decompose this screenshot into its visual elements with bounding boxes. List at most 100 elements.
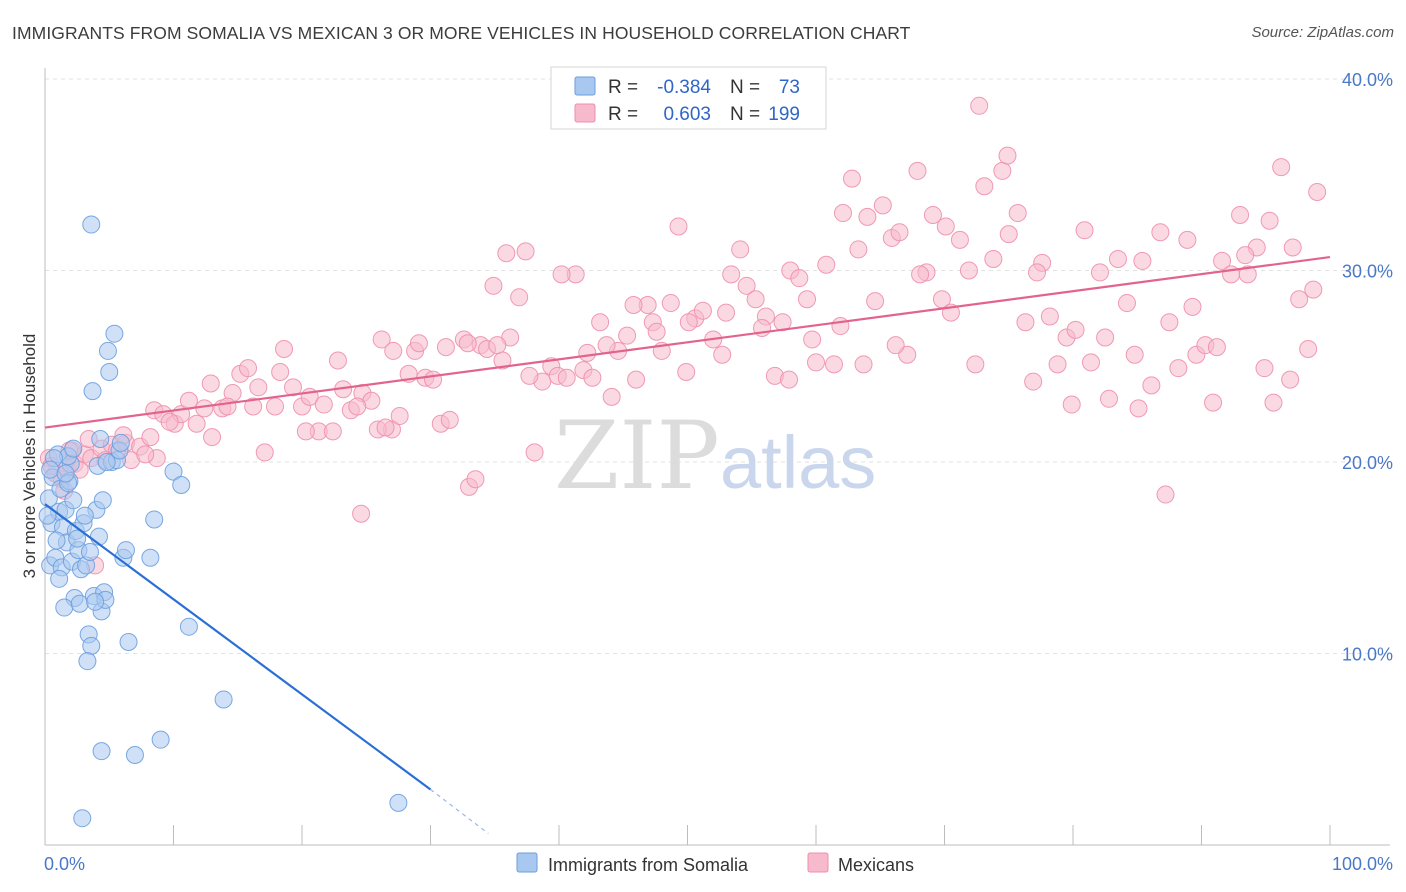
mexicans-point-193: [970, 96, 989, 115]
bottom-legend-swatch-mexicans: [807, 852, 829, 873]
bottom-legend: Immigrants from Somalia Mexicans: [516, 852, 914, 875]
y-axis-label: 3 or more Vehicles in Household: [20, 334, 39, 579]
mexicans-point-173: [409, 334, 428, 353]
mexicans-point-76: [627, 370, 646, 389]
legend-n-label-2: N =: [730, 104, 760, 125]
x-tick-max: 100.0%: [1332, 854, 1393, 874]
mexicans-point-86: [713, 345, 732, 364]
mexicans-point-175: [458, 334, 477, 353]
mexicans-point-150: [1255, 359, 1274, 378]
mexicans-point-25: [195, 399, 214, 418]
mexicans-point-191: [911, 265, 930, 284]
somalia-point-59: [389, 793, 408, 812]
somalia-point-49: [105, 324, 124, 343]
mexicans-point-26: [203, 428, 222, 447]
trend-lines: [44, 256, 1331, 834]
legend-n-value-2: 199: [768, 104, 800, 125]
mexicans-point-84: [693, 301, 712, 320]
somalia-point-32: [91, 430, 110, 449]
legend-swatch-mexicans: [574, 103, 596, 123]
mexicans-point-62: [510, 288, 529, 307]
mexicans-point-51: [424, 370, 443, 389]
mexicans-point-116: [966, 355, 985, 374]
mexicans-point-205: [1304, 280, 1323, 299]
mexicans-point-208: [497, 244, 516, 263]
mexicans-point-151: [1264, 393, 1283, 412]
mexicans-point-73: [602, 387, 621, 406]
mexicans-point-180: [597, 336, 616, 355]
mexicans-point-117: [975, 177, 994, 196]
mexicans-point-137: [1142, 376, 1161, 395]
somalia-point-50: [141, 548, 160, 567]
somalia-point-47: [83, 382, 102, 401]
mexicans-point-155: [1299, 340, 1318, 359]
legend-box: R = -0.384 N = 73 R = 0.603 N = 199: [550, 66, 827, 130]
mexicans-point-170: [348, 397, 367, 416]
somalia-point-72: [111, 433, 130, 452]
mexicans-point-207: [352, 504, 371, 523]
y-tick-labels: 10.0% 20.0% 30.0% 40.0%: [1342, 70, 1393, 665]
mexicans-point-89: [737, 276, 756, 295]
somalia-point-70: [41, 460, 60, 479]
mexicans-point-186: [780, 370, 799, 389]
mexicans-point-45: [372, 330, 391, 349]
mexicans-point-47: [390, 407, 409, 426]
mexicans-point-102: [849, 240, 868, 259]
mexicans-point-196: [1062, 395, 1081, 414]
mexicans-point-122: [1016, 313, 1035, 332]
legend-r-value-1: -0.384: [657, 77, 711, 98]
watermark-zip: ZIP: [554, 402, 720, 511]
mexicans-point-176: [488, 336, 507, 355]
mexicans-point-133: [1108, 250, 1127, 269]
somalia-point-27: [82, 636, 101, 655]
mexicans-point-107: [890, 223, 909, 242]
somalia-trend-extension: [430, 788, 489, 834]
somalia-point-58: [73, 809, 92, 828]
mexicans-point-135: [1125, 345, 1144, 364]
mexicans-point-172: [384, 341, 403, 360]
mexicans-trend-line: [44, 256, 1331, 429]
mexicans-point-14: [141, 428, 160, 447]
mexicans-point-95: [790, 269, 809, 288]
mexicans-point-99: [824, 355, 843, 374]
mexicans-point-105: [873, 196, 892, 215]
source-label: Source: ZipAtlas.com: [1251, 24, 1394, 41]
mexicans-point-174: [436, 338, 455, 357]
mexicans-point-188: [831, 317, 850, 336]
mexicans-point-206: [376, 418, 395, 437]
mexicans-point-194: [998, 146, 1017, 165]
mexicans-point-164: [201, 374, 220, 393]
mexicans-point-190: [886, 336, 905, 355]
mexicans-points: [39, 96, 1327, 575]
mexicans-point-166: [249, 378, 268, 397]
mexicans-point-109: [908, 161, 927, 180]
mexicans-point-198: [1129, 399, 1148, 418]
mexicans-point-108: [898, 345, 917, 364]
mexicans-point-131: [1090, 263, 1109, 282]
somalia-point-34: [93, 491, 112, 510]
mexicans-point-39: [314, 395, 333, 414]
somalia-point-21: [55, 598, 74, 617]
mexicans-point-80: [661, 294, 680, 313]
mexicans-point-103: [858, 207, 877, 226]
legend-n-value-1: 73: [779, 77, 800, 98]
mexicans-point-87: [722, 265, 741, 284]
somalia-point-56: [214, 690, 233, 709]
mexicans-point-118: [984, 250, 1003, 269]
mexicans-point-53: [440, 410, 459, 429]
mexicans-point-126: [1048, 355, 1067, 374]
mexicans-point-189: [854, 355, 873, 374]
legend-n-label-1: N =: [730, 77, 760, 98]
mexicans-point-200: [1183, 297, 1202, 316]
mexicans-point-199: [1156, 485, 1175, 504]
mexicans-point-33: [266, 397, 285, 416]
mexicans-point-100: [833, 204, 852, 223]
mexicans-point-156: [1308, 182, 1327, 201]
legend-r-label-2: R =: [608, 104, 638, 125]
somalia-point-15: [64, 491, 83, 510]
mexicans-point-162: [160, 412, 179, 431]
mexicans-point-132: [1099, 389, 1118, 408]
somalia-point-68: [86, 592, 105, 611]
mexicans-point-129: [1075, 221, 1094, 240]
